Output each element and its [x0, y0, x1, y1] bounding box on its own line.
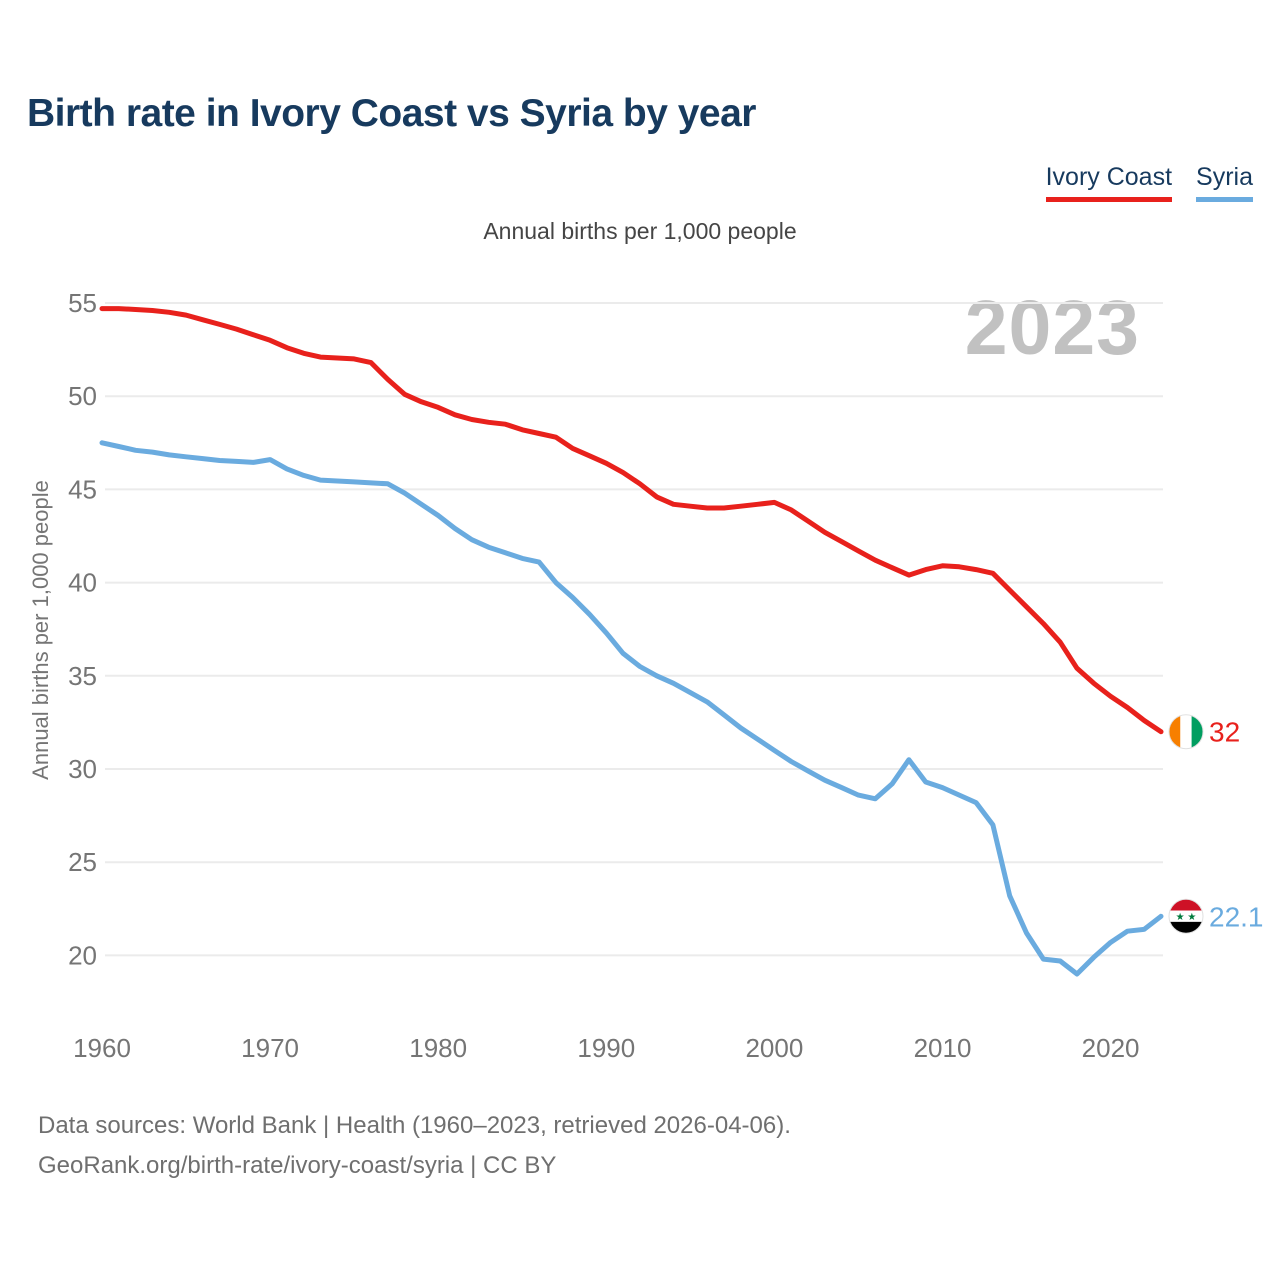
footer: Data sources: World Bank | Health (1960–…: [38, 1106, 791, 1186]
chart-title: Birth rate in Ivory Coast vs Syria by ye…: [27, 92, 757, 135]
flag-marker-ring: [1168, 898, 1204, 934]
y-tick-label: 35: [68, 661, 97, 691]
legend-item-syria[interactable]: Syria: [1196, 163, 1253, 202]
end-value-label-ivory-coast: 32: [1209, 717, 1240, 748]
chart-line-syria: [99, 440, 1164, 977]
x-tick-label: 1960: [73, 1033, 131, 1063]
y-tick-label: 45: [68, 474, 97, 504]
y-tick-label: 20: [68, 940, 97, 970]
footer-url-line: GeoRank.org/birth-rate/ivory-coast/syria…: [38, 1152, 557, 1179]
x-tick-label: 2020: [1082, 1033, 1140, 1063]
x-tick-label: 1980: [409, 1033, 467, 1063]
y-tick-label: 50: [68, 381, 97, 411]
end-value-label-syria: 22.1: [1209, 901, 1264, 932]
x-tick-label: 1990: [577, 1033, 635, 1063]
chart-line-ivory-coast: [99, 306, 1164, 735]
footer-source-line: Data sources: World Bank | Health (1960–…: [38, 1112, 791, 1139]
flag-marker-ivory-coast: [1169, 714, 1203, 749]
x-tick-label: 2000: [745, 1033, 803, 1063]
svg-text:★ ★: ★ ★: [1176, 912, 1197, 923]
y-tick-label: 25: [68, 847, 97, 877]
legend: Ivory Coast Syria: [1045, 163, 1253, 202]
y-tick-label: 40: [68, 568, 97, 598]
y-tick-label: 30: [68, 754, 97, 784]
legend-item-ivory-coast[interactable]: Ivory Coast: [1045, 163, 1173, 202]
x-tick-label: 2010: [914, 1033, 972, 1063]
x-tick-label: 1970: [241, 1033, 299, 1063]
flag-marker-ring: [1168, 714, 1204, 750]
flag-marker-syria: ★ ★: [1169, 899, 1203, 934]
y-tick-label: 55: [68, 288, 97, 318]
chart-subtitle: Annual births per 1,000 people: [483, 218, 797, 244]
y-axis-title: Annual births per 1,000 people: [28, 480, 53, 780]
